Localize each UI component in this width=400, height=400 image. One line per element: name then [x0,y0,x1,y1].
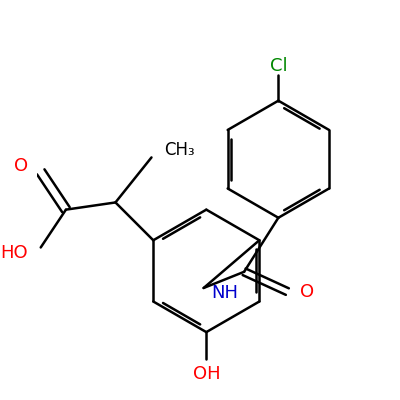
Text: NH: NH [211,284,238,302]
Text: Cl: Cl [270,58,287,76]
Text: O: O [300,282,314,300]
Text: OH: OH [192,364,220,382]
Text: CH₃: CH₃ [164,141,195,159]
Text: O: O [14,158,28,176]
Text: HO: HO [0,244,28,262]
